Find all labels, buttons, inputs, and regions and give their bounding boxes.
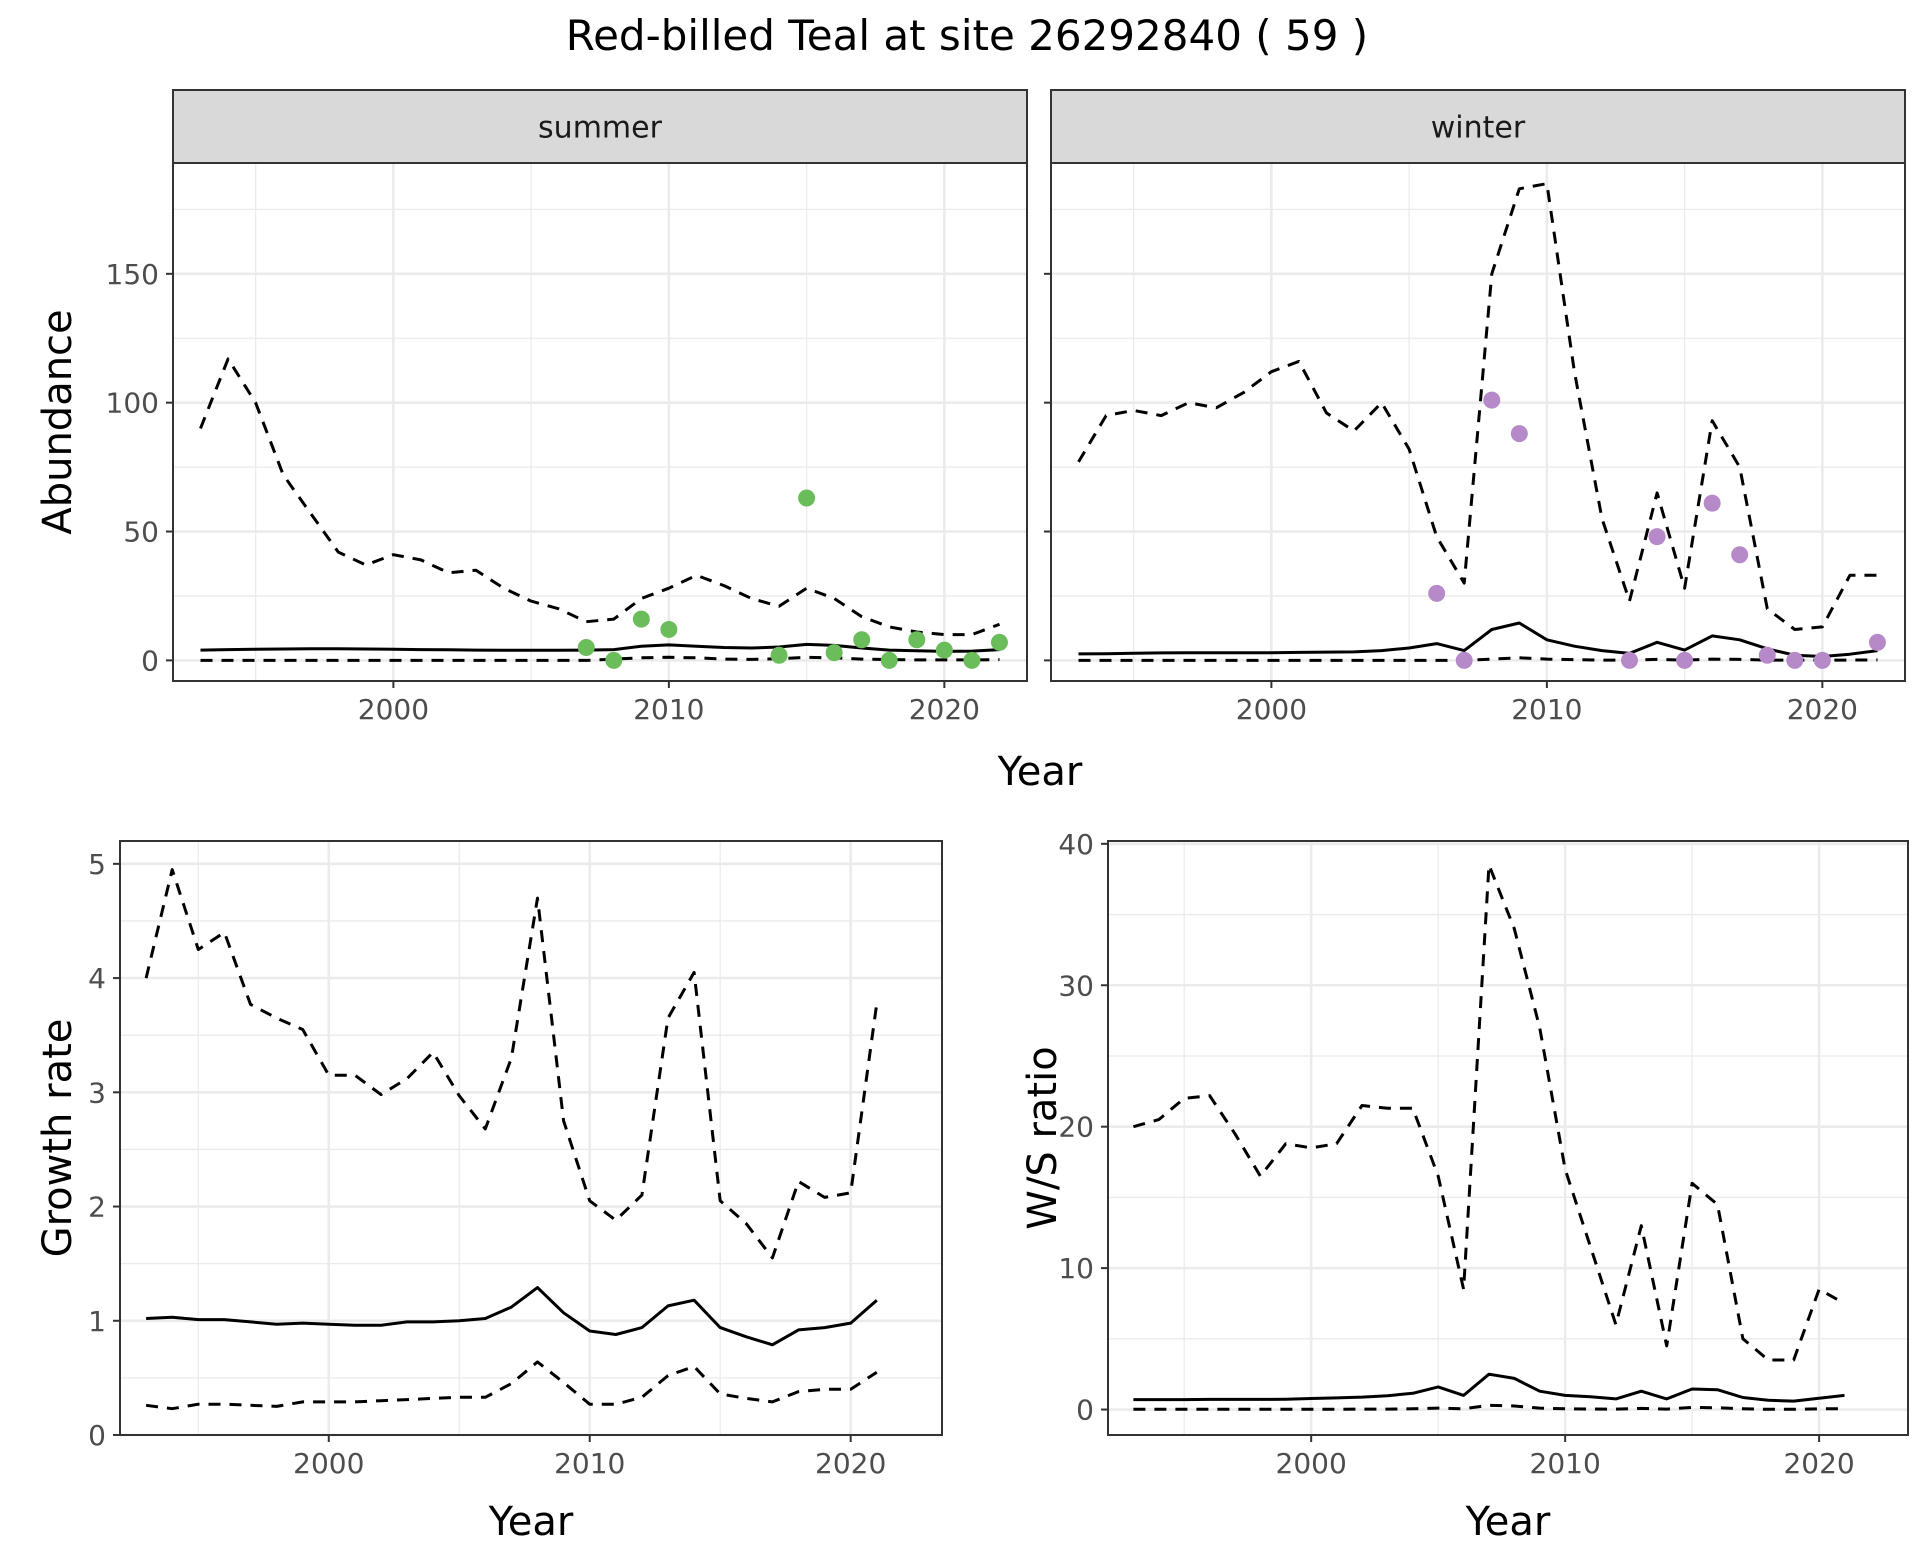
- observed-point: [935, 641, 953, 659]
- observed-point: [1786, 651, 1804, 669]
- y-tick-label: 1: [88, 1305, 106, 1338]
- y-tick-label: 2: [88, 1191, 106, 1224]
- x-tick-label: 2020: [1783, 1447, 1854, 1480]
- y-axis-title: Growth rate: [35, 1019, 81, 1258]
- observed-point: [1676, 651, 1694, 669]
- y-axis-title: Abundance: [35, 309, 81, 534]
- observed-point: [1758, 646, 1776, 664]
- series-lower-bound-line: [1133, 1403, 1845, 1411]
- observed-point: [632, 610, 650, 628]
- observed-point: [963, 651, 981, 669]
- observed-point: [1621, 651, 1639, 669]
- panel-winter: winter 2000 2010 2020 Year: [997, 89, 1906, 795]
- series-estimate-line: [1133, 1372, 1845, 1403]
- facet-strip-label: winter: [1431, 111, 1526, 146]
- y-tick-label: 20: [1058, 1111, 1094, 1144]
- x-tick-label: 2000: [1276, 1447, 1347, 1480]
- y-tick-label: 40: [1058, 828, 1094, 861]
- series-lower-bound-line: [1078, 656, 1878, 662]
- y-tick-label: 3: [88, 1076, 106, 1109]
- series-lower-bound-line: [145, 1360, 878, 1411]
- series-estimate-line: [146, 1286, 878, 1347]
- x-tick-label: 2010: [1511, 693, 1582, 726]
- observed-point: [853, 631, 871, 649]
- observed-point: [1483, 391, 1501, 409]
- observed-point: [880, 651, 898, 669]
- observed-point: [577, 638, 595, 656]
- y-tick-label: 0: [88, 1419, 106, 1452]
- observed-point: [1731, 546, 1749, 564]
- x-tick-label: 2010: [554, 1447, 625, 1480]
- panel-growth: 2000 2010 2020 0 1 2 3 4 5 Year Growth rate: [35, 840, 943, 1545]
- x-tick-label: 2010: [633, 693, 704, 726]
- observed-point: [798, 489, 816, 507]
- observed-point: [1868, 633, 1886, 651]
- x-tick-label: 2000: [1236, 693, 1307, 726]
- observed-point: [990, 633, 1008, 651]
- x-tick-label: 2000: [293, 1447, 364, 1480]
- series-lower-bound-line: [200, 655, 1000, 662]
- figure-title: Red-billed Teal at site 26292840 ( 59 ): [566, 11, 1368, 60]
- x-tick-label: 2020: [1787, 693, 1858, 726]
- y-tick-label: 5: [88, 848, 106, 881]
- observed-point: [770, 646, 788, 664]
- series-estimate-line: [1078, 621, 1878, 658]
- observed-point: [1703, 494, 1721, 512]
- panel-summer: summer 2000 2010 2020 0 50 100 150 Abundance: [35, 89, 1028, 726]
- observed-point: [1648, 528, 1666, 546]
- y-tick-label: 100: [106, 387, 159, 420]
- panel-background: [173, 163, 1027, 681]
- x-tick-label: 2010: [1530, 1447, 1601, 1480]
- series-upper-bound-line: [144, 868, 879, 1260]
- panel-background: [120, 841, 942, 1435]
- observed-point: [1813, 651, 1831, 669]
- panel-ratio: 2000 2010 2020 0 10 20 30 40 Year W/S ratio: [1020, 828, 1909, 1545]
- panel-border: [1107, 840, 1909, 1436]
- x-axis-title: Year: [1465, 1499, 1551, 1545]
- observed-point: [1510, 425, 1528, 443]
- observed-point: [660, 620, 678, 638]
- x-axis-title: Year: [997, 749, 1083, 795]
- y-tick-label: 0: [1076, 1394, 1094, 1427]
- panel-border: [119, 840, 943, 1436]
- x-tick-label: 2020: [909, 693, 980, 726]
- observed-point: [1428, 584, 1446, 602]
- observed-point: [1455, 651, 1473, 669]
- observed-point: [908, 631, 926, 649]
- x-tick-label: 2020: [815, 1447, 886, 1480]
- facet-strip-label: summer: [538, 111, 663, 146]
- y-tick-label: 50: [123, 516, 159, 549]
- panel-background: [1108, 841, 1908, 1435]
- y-tick-label: 30: [1058, 969, 1094, 1002]
- y-tick-label: 150: [106, 258, 159, 291]
- y-tick-label: 4: [88, 962, 106, 995]
- observed-point: [605, 651, 623, 669]
- x-tick-label: 2000: [358, 693, 429, 726]
- facet-strip: [172, 89, 1028, 164]
- observed-point: [825, 644, 843, 662]
- y-tick-label: 10: [1058, 1252, 1094, 1285]
- y-axis-title: W/S ratio: [1020, 1046, 1066, 1229]
- series-estimate-line: [200, 642, 1000, 653]
- y-tick-label: 0: [141, 644, 159, 677]
- facet-strip: [1050, 89, 1906, 164]
- x-axis-title: Year: [488, 1499, 574, 1545]
